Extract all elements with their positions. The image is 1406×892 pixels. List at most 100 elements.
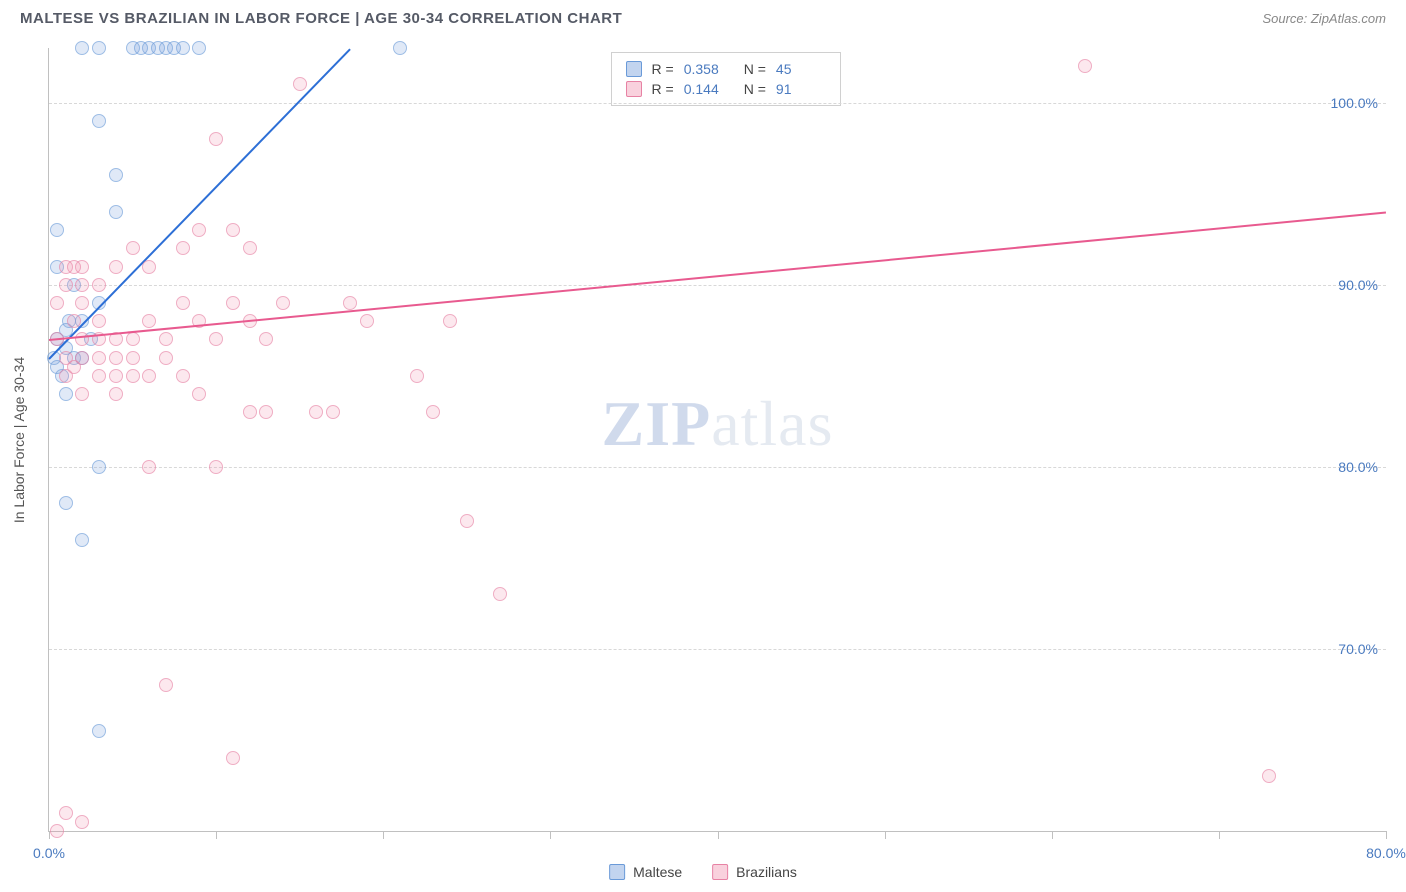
data-point bbox=[109, 260, 123, 274]
data-point bbox=[259, 405, 273, 419]
data-point bbox=[142, 314, 156, 328]
data-point bbox=[309, 405, 323, 419]
data-point bbox=[109, 205, 123, 219]
data-point bbox=[176, 369, 190, 383]
y-tick-label: 90.0% bbox=[1338, 277, 1378, 293]
data-point bbox=[159, 351, 173, 365]
y-tick-label: 70.0% bbox=[1338, 641, 1378, 657]
data-point bbox=[75, 815, 89, 829]
chart-header: MALTESE VS BRAZILIAN IN LABOR FORCE | AG… bbox=[0, 0, 1406, 32]
x-tick bbox=[1052, 831, 1053, 839]
data-point bbox=[176, 296, 190, 310]
data-point bbox=[50, 824, 64, 838]
data-point bbox=[159, 332, 173, 346]
data-point bbox=[410, 369, 424, 383]
data-point bbox=[151, 41, 165, 55]
legend-item-maltese: Maltese bbox=[609, 864, 682, 880]
data-point bbox=[443, 314, 457, 328]
data-point bbox=[50, 223, 64, 237]
data-point bbox=[109, 387, 123, 401]
data-point bbox=[142, 460, 156, 474]
watermark: ZIPatlas bbox=[602, 387, 834, 461]
data-point bbox=[159, 678, 173, 692]
maltese-color-icon bbox=[626, 61, 642, 77]
data-point bbox=[192, 41, 206, 55]
x-tick-label: 0.0% bbox=[33, 845, 65, 861]
data-point bbox=[293, 77, 307, 91]
data-point bbox=[226, 751, 240, 765]
data-point bbox=[460, 514, 474, 528]
data-point bbox=[226, 296, 240, 310]
data-point bbox=[126, 332, 140, 346]
data-point bbox=[67, 314, 81, 328]
trend-line bbox=[48, 48, 350, 359]
data-point bbox=[126, 369, 140, 383]
data-point bbox=[75, 41, 89, 55]
data-point bbox=[109, 351, 123, 365]
data-point bbox=[192, 223, 206, 237]
maltese-legend-icon bbox=[609, 864, 625, 880]
brazilians-color-icon bbox=[626, 81, 642, 97]
data-point bbox=[1262, 769, 1276, 783]
data-point bbox=[243, 405, 257, 419]
x-tick bbox=[885, 831, 886, 839]
chart-source: Source: ZipAtlas.com bbox=[1262, 11, 1386, 26]
data-point bbox=[50, 296, 64, 310]
data-point bbox=[243, 241, 257, 255]
y-axis-label: In Labor Force | Age 30-34 bbox=[11, 356, 27, 522]
data-point bbox=[92, 724, 106, 738]
data-point bbox=[167, 41, 181, 55]
x-tick bbox=[1386, 831, 1387, 839]
data-point bbox=[59, 387, 73, 401]
data-point bbox=[75, 278, 89, 292]
data-point bbox=[109, 168, 123, 182]
data-point bbox=[67, 260, 81, 274]
stats-row-brazilians: R = 0.144 N = 91 bbox=[626, 79, 826, 99]
legend-item-brazilians: Brazilians bbox=[712, 864, 797, 880]
chart-title: MALTESE VS BRAZILIAN IN LABOR FORCE | AG… bbox=[20, 10, 622, 27]
data-point bbox=[67, 360, 81, 374]
data-point bbox=[92, 278, 106, 292]
data-point bbox=[259, 332, 273, 346]
data-point bbox=[59, 806, 73, 820]
data-point bbox=[142, 369, 156, 383]
data-point bbox=[134, 41, 148, 55]
data-point bbox=[92, 314, 106, 328]
gridline bbox=[49, 285, 1386, 286]
x-tick bbox=[383, 831, 384, 839]
chart-legend: Maltese Brazilians bbox=[609, 864, 797, 880]
scatter-chart: In Labor Force | Age 30-34 ZIPatlas R = … bbox=[48, 48, 1386, 832]
data-point bbox=[126, 351, 140, 365]
data-point bbox=[59, 496, 73, 510]
data-point bbox=[75, 387, 89, 401]
x-tick bbox=[718, 831, 719, 839]
data-point bbox=[360, 314, 374, 328]
data-point bbox=[176, 241, 190, 255]
data-point bbox=[92, 41, 106, 55]
x-tick bbox=[216, 831, 217, 839]
data-point bbox=[92, 351, 106, 365]
x-tick bbox=[550, 831, 551, 839]
data-point bbox=[493, 587, 507, 601]
data-point bbox=[393, 41, 407, 55]
data-point bbox=[92, 369, 106, 383]
data-point bbox=[326, 405, 340, 419]
data-point bbox=[92, 114, 106, 128]
data-point bbox=[343, 296, 357, 310]
correlation-stats-box: R = 0.358 N = 45 R = 0.144 N = 91 bbox=[611, 52, 841, 106]
gridline bbox=[49, 103, 1386, 104]
data-point bbox=[192, 387, 206, 401]
y-tick-label: 100.0% bbox=[1331, 95, 1378, 111]
stats-row-maltese: R = 0.358 N = 45 bbox=[626, 59, 826, 79]
data-point bbox=[276, 296, 290, 310]
data-point bbox=[142, 260, 156, 274]
data-point bbox=[209, 132, 223, 146]
data-point bbox=[75, 533, 89, 547]
brazilians-legend-icon bbox=[712, 864, 728, 880]
x-tick bbox=[1219, 831, 1220, 839]
data-point bbox=[109, 369, 123, 383]
data-point bbox=[92, 460, 106, 474]
data-point bbox=[209, 332, 223, 346]
data-point bbox=[209, 460, 223, 474]
data-point bbox=[59, 278, 73, 292]
